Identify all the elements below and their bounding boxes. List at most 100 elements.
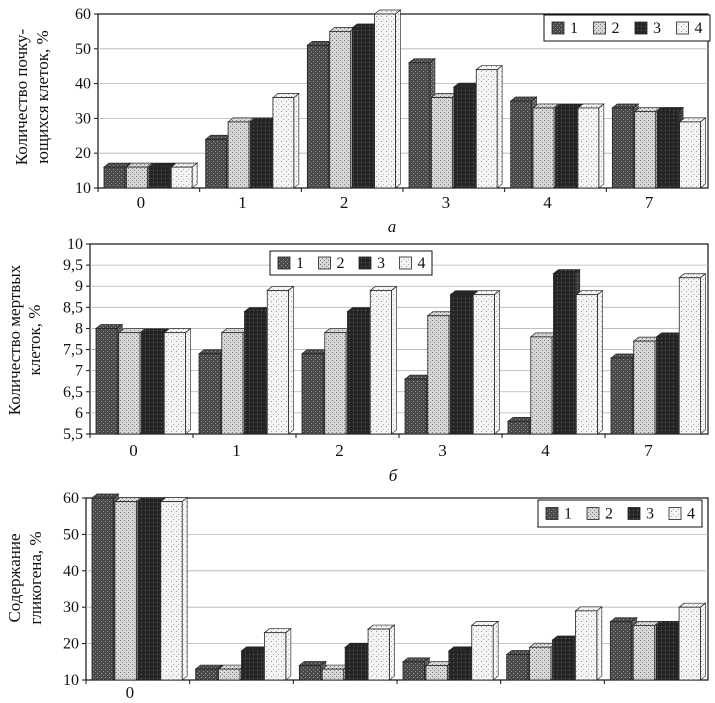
bar-series-3-cat-4	[553, 273, 576, 435]
y-tick-label: 6	[75, 405, 83, 422]
x-tick-label: 4	[541, 441, 550, 460]
panel-label: б	[389, 466, 398, 485]
x-tick-label: 4	[543, 193, 552, 212]
legend-swatch-1	[551, 21, 565, 35]
y-tick-label: 5,5	[63, 426, 83, 443]
y-tick-label: 30	[75, 110, 91, 127]
bar-series-3-cat-0	[137, 501, 160, 681]
legend-label-2: 2	[612, 20, 620, 37]
y-tick-label: 6,5	[63, 384, 83, 401]
bar-series-2-cat-2	[324, 332, 347, 435]
bar-series-2-cat-0	[126, 166, 148, 189]
bar-series-1-cat-0	[91, 497, 114, 681]
bar-series-2-cat-1	[218, 668, 241, 681]
legend-swatch-1	[545, 507, 559, 520]
x-tick-label: 0	[129, 441, 138, 460]
bar-series-1-cat-3	[404, 378, 427, 435]
legend-box	[269, 250, 433, 276]
legend-swatch-4	[676, 21, 689, 35]
bar-series-3-cat-5	[655, 625, 678, 681]
x-tick-label: 1	[232, 441, 241, 460]
bar-series-3-cat-2	[347, 311, 370, 435]
bar-side	[496, 64, 503, 189]
bar-series-4-cat-2	[374, 13, 396, 189]
bar-series-4-cat-2	[367, 628, 390, 681]
legend-label-2: 2	[605, 506, 613, 523]
bar-series-3-cat-3	[450, 294, 473, 435]
bar-side	[185, 327, 191, 435]
y-axis-label-line-1: Содержание	[5, 533, 24, 622]
bar-series-3-cat-4	[552, 639, 575, 681]
y-tick-label: 10	[67, 236, 83, 253]
bar-series-1-cat-0	[103, 166, 126, 189]
legend-swatch-3	[627, 507, 641, 520]
bar-series-1-cat-2	[306, 44, 329, 189]
x-tick-label: 3	[438, 441, 447, 460]
bar-side	[596, 606, 603, 681]
y-tick-label: 8	[75, 320, 83, 337]
legend-label-3: 3	[653, 20, 661, 37]
bar-series-1-cat-4	[507, 420, 530, 435]
bar-series-3-cat-3	[448, 650, 471, 681]
chart-glycogen-content: Содержание гликогена, % 10 20 30 40 50 60 0 1 2 3…	[5, 490, 709, 702]
bar-series-3-cat-0	[141, 332, 164, 435]
x-tick-label: 2	[340, 193, 349, 212]
bar-series-1-cat-5	[609, 621, 633, 681]
panel-label: а	[388, 217, 397, 236]
bar-side	[598, 103, 605, 189]
bar-series-2-cat-3	[425, 665, 448, 681]
y-tick-label: 7	[75, 363, 83, 380]
legend: 1 2 3 4	[543, 14, 711, 42]
bar-series-1-cat-0	[95, 328, 118, 435]
x-tick-label: 1	[238, 193, 247, 212]
y-tick-label: 10	[75, 180, 91, 197]
plot-area	[85, 497, 709, 681]
y-tick-label: 60	[63, 490, 79, 507]
bar-series-3-cat-5	[656, 111, 679, 189]
legend-label-2: 2	[337, 255, 345, 272]
bar-series-2-cat-4	[529, 646, 552, 681]
y-tick-label: 9	[75, 278, 83, 295]
y-axis-label-line-1: Количество почку-	[12, 28, 31, 165]
y-tick-label: 7,5	[63, 342, 83, 359]
bar-series-1-cat-3	[402, 661, 425, 681]
chart-dead-cells: Количество мертвых клеток, % б 5,5 6 6,5 7 7…	[5, 236, 709, 485]
y-tick-label: 9,5	[63, 257, 83, 274]
legend-label-1: 1	[570, 20, 578, 37]
bar-series-1-cat-1	[198, 353, 221, 435]
y-axis-label-line-2: ющихся клеток, %	[33, 30, 52, 163]
bar-side	[181, 496, 188, 681]
bar-series-2-cat-3	[431, 97, 453, 189]
bar-series-4-cat-0	[160, 501, 183, 681]
legend-swatch-2	[593, 21, 606, 35]
bar-series-4-cat-0	[163, 332, 186, 435]
legend: 1 2 3 4	[269, 250, 433, 276]
bar-series-4-cat-1	[264, 632, 287, 681]
bar-series-4-cat-4	[575, 610, 598, 681]
y-tick-label: 10	[63, 672, 79, 689]
bar-side	[285, 627, 292, 681]
bar-side	[389, 624, 395, 681]
bar-series-2-cat-0	[118, 332, 141, 435]
bar-series-4-cat-3	[471, 625, 494, 681]
legend: 1 2 3 4	[537, 499, 703, 528]
x-tick-label: 0	[137, 193, 146, 212]
bar-series-4-cat-4	[575, 294, 598, 435]
bar-series-4-cat-4	[577, 107, 600, 189]
legend-swatch-4	[668, 507, 682, 520]
bar-series-2-cat-2	[329, 30, 352, 189]
legend-label-1: 1	[296, 255, 304, 272]
bar-series-3-cat-2	[351, 27, 374, 189]
bar-series-1-cat-1	[195, 668, 218, 681]
bar-series-4-cat-2	[369, 290, 392, 435]
bar-series-3-cat-3	[453, 86, 476, 189]
bar-side	[597, 289, 603, 435]
legend-label-4: 4	[695, 20, 703, 37]
legend-label-4: 4	[418, 255, 426, 272]
legend-label-4: 4	[687, 506, 695, 523]
y-tick-label: 50	[75, 41, 91, 58]
legend-swatch-2	[318, 256, 331, 270]
bar-series-3-cat-4	[555, 107, 577, 189]
y-tick-label: 40	[63, 563, 79, 580]
